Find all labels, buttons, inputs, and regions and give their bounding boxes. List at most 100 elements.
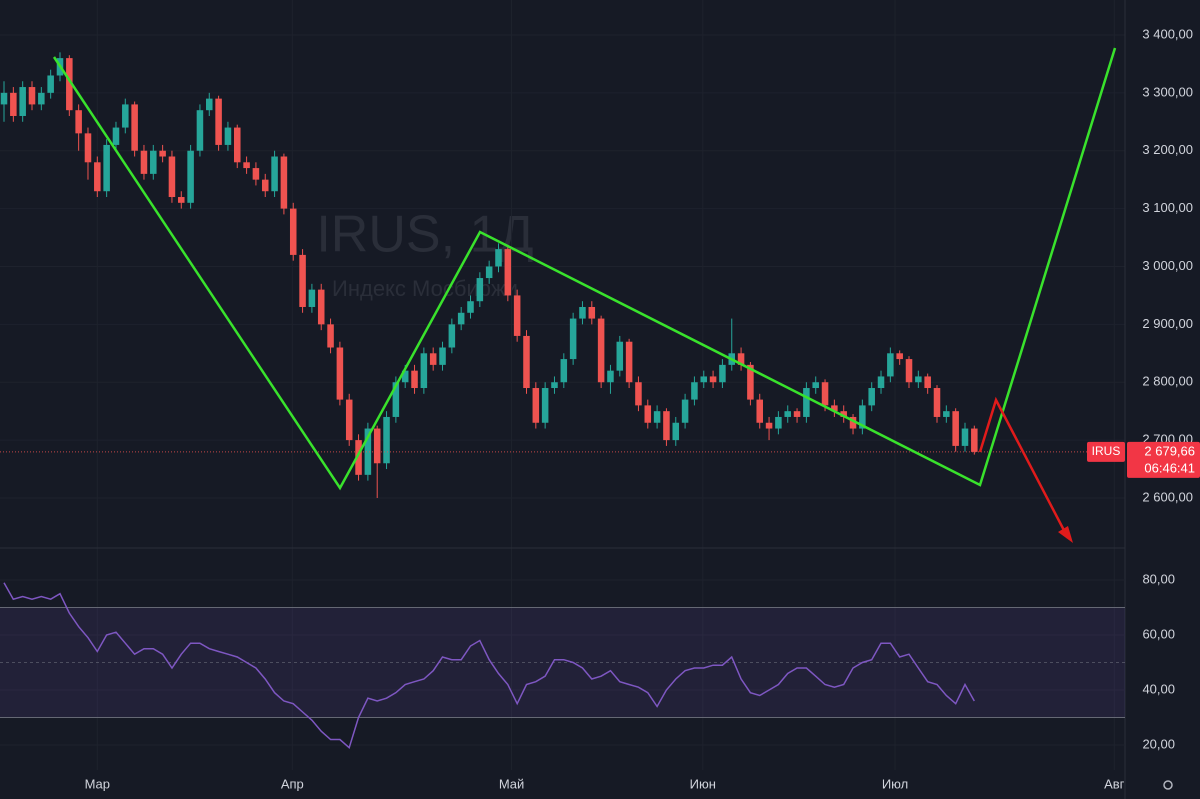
candle-body (644, 405, 652, 423)
candle-body (168, 156, 176, 198)
y-tick-label: 2 600,00 (1142, 489, 1193, 504)
candle-body (131, 104, 138, 151)
candle-body (513, 295, 521, 336)
candle-body (252, 168, 260, 180)
y-tick-label: 60,00 (1142, 626, 1175, 641)
candle-body (75, 110, 82, 134)
candle-body (831, 405, 838, 412)
candle-body (327, 324, 334, 348)
candle-body (803, 388, 810, 417)
y-tick-label: 80,00 (1142, 571, 1175, 586)
candle-body (597, 318, 605, 383)
candle-body (616, 341, 624, 371)
candle-body (635, 382, 642, 406)
settings-icon[interactable] (1163, 780, 1173, 790)
candle-body (308, 289, 316, 307)
symbol-tag: IRUS (1092, 444, 1121, 458)
candle-body (737, 353, 745, 365)
candle-body (103, 144, 110, 192)
candle-body (84, 133, 92, 163)
candle-body (289, 208, 297, 255)
candle-body (299, 254, 306, 307)
candle-body (607, 370, 614, 383)
candle-body (336, 347, 344, 400)
candle-body (317, 289, 325, 325)
candle-body (206, 98, 213, 111)
candle-body (373, 428, 381, 464)
candle-body (523, 335, 530, 389)
candle-body (812, 382, 819, 389)
candle-body (952, 411, 959, 446)
candle-body (448, 324, 456, 348)
price-tag: 2 679,66 (1144, 443, 1195, 458)
candle-body (66, 58, 73, 111)
candle-body (560, 359, 568, 383)
candle-body (933, 388, 941, 417)
candle-body (821, 382, 829, 406)
candle-body (756, 399, 763, 423)
candle-body (94, 162, 101, 192)
price-tag: IRUS 2 679,66 06:46:41 (1087, 441, 1200, 478)
candle-body (345, 399, 353, 441)
arrow-head (1058, 526, 1073, 543)
candle-body (233, 127, 241, 163)
candle-body (224, 127, 232, 145)
y-tick-label: 2 800,00 (1142, 374, 1193, 389)
candle-body (150, 150, 157, 174)
x-tick-label: Мар (85, 776, 110, 791)
y-tick-label: 3 200,00 (1142, 142, 1193, 157)
candle-body (905, 359, 913, 383)
y-tick-label: 40,00 (1142, 681, 1175, 696)
candle-body (840, 411, 847, 417)
candle-body (271, 156, 278, 192)
candle-body (709, 376, 717, 383)
candle-body (579, 306, 586, 319)
rsi-line (3, 582, 975, 750)
candle-body (355, 440, 362, 475)
candle-body (495, 249, 502, 267)
candle-body (243, 162, 250, 169)
y-tick-label: 3 300,00 (1142, 84, 1193, 99)
candle-body (775, 416, 782, 429)
x-tick-label: Апр (281, 776, 304, 791)
drawings (52, 47, 1117, 543)
candle-body (532, 388, 540, 423)
candle-body (943, 411, 950, 417)
candle-body (280, 156, 288, 209)
candle-body (915, 376, 922, 383)
candle-body (719, 364, 726, 383)
candle-body (625, 341, 633, 383)
candle-body (457, 312, 465, 325)
candle-body (877, 376, 885, 389)
candle-body (178, 197, 185, 203)
candle-body (765, 422, 773, 429)
x-tick-label: Июл (882, 776, 908, 791)
y-tick-label: 2 900,00 (1142, 316, 1193, 331)
candle-body (196, 110, 204, 151)
candle-body (681, 399, 689, 423)
candle-body (47, 75, 54, 93)
candle-body (411, 370, 418, 389)
candle-body (187, 150, 194, 203)
y-tick-label: 3 100,00 (1142, 200, 1193, 215)
x-tick-label: Июн (690, 776, 716, 791)
candle-body (122, 104, 129, 128)
candle-body (784, 411, 791, 417)
candle-body (971, 428, 978, 452)
x-tick-label: Авг (1104, 776, 1125, 791)
candle-body (159, 150, 166, 157)
candle-body (691, 382, 698, 400)
candle-body (672, 422, 680, 441)
candle-body (961, 428, 969, 446)
candle-body (10, 92, 17, 116)
candle-body (392, 382, 400, 417)
y-tick-label: 3 000,00 (1142, 258, 1193, 273)
candle-body (896, 353, 903, 360)
candle-body (747, 364, 754, 400)
watermark-sub: Индекс Мосбиржи (332, 276, 518, 301)
candle-body (663, 411, 670, 441)
candle-body (28, 87, 36, 105)
candle-body (504, 249, 512, 296)
